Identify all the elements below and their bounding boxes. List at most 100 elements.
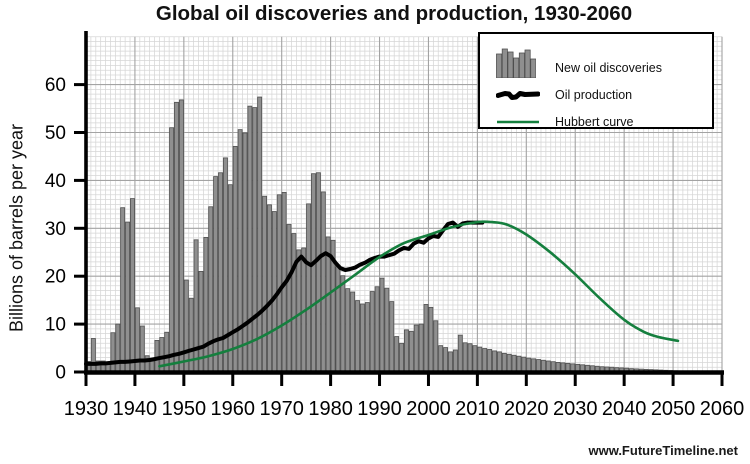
discovery-bar — [296, 249, 302, 373]
discovery-bar — [130, 198, 135, 373]
discovery-bar — [306, 203, 312, 373]
discovery-bar — [115, 323, 121, 373]
discovery-bar — [462, 342, 468, 373]
discovery-bar — [374, 286, 380, 373]
discovery-bar — [154, 339, 160, 373]
discovery-bar — [355, 300, 360, 373]
discovery-bar — [482, 348, 488, 373]
y-tick-label: 20 — [45, 267, 66, 288]
discovery-bar — [242, 132, 248, 373]
x-tick-label: 1970 — [259, 398, 304, 420]
discovery-bar — [232, 145, 238, 373]
discovery-bar — [120, 207, 126, 373]
discovery-bar — [174, 101, 179, 373]
discoveries-bars-icon — [496, 48, 540, 78]
discovery-bar — [139, 325, 145, 373]
discovery-bar — [394, 336, 400, 373]
discovery-bar — [364, 302, 370, 373]
discovery-bar — [252, 107, 258, 373]
discovery-bar — [448, 351, 453, 373]
chart-title: Global oil discoveries and production, 1… — [155, 2, 633, 25]
discovery-bar — [443, 347, 449, 373]
y-tick-label: 50 — [45, 123, 66, 144]
x-tick-label: 1930 — [64, 398, 109, 420]
discovery-bar — [472, 345, 478, 373]
discovery-bar — [521, 356, 527, 373]
discovery-bar — [262, 195, 268, 373]
y-tick-label: 40 — [45, 171, 66, 192]
discovery-bar — [178, 99, 184, 373]
x-tick-label: 1950 — [162, 398, 207, 420]
discovery-bar — [110, 332, 116, 373]
discovery-bar — [222, 157, 228, 373]
discovery-bar — [379, 277, 385, 373]
discovery-bar — [193, 239, 199, 373]
discovery-bar — [438, 345, 444, 373]
discovery-bar — [291, 233, 297, 373]
discovery-bar — [536, 359, 541, 373]
discovery-bar — [467, 343, 473, 373]
discovery-bar — [511, 354, 517, 373]
discovery-bar — [506, 353, 512, 373]
discovery-bar — [369, 291, 375, 373]
y-tick-label: 30 — [45, 219, 66, 240]
discovery-bar — [276, 194, 282, 373]
x-tick-label: 1940 — [113, 398, 158, 420]
discovery-bar — [492, 350, 497, 373]
discoveries-bars — [86, 96, 698, 373]
discovery-bar — [452, 349, 458, 373]
discovery-bar — [501, 352, 507, 373]
discovery-bar — [350, 291, 356, 373]
x-tick-label: 1990 — [357, 398, 402, 420]
legend-item-hubbert: Hubbert curve — [496, 110, 712, 134]
discovery-bar — [531, 358, 537, 373]
discovery-bar — [433, 320, 439, 373]
discovery-bar — [335, 266, 341, 373]
x-tick-label: 2050 — [651, 398, 696, 420]
discovery-bar — [315, 172, 321, 373]
x-tick-label: 2040 — [602, 398, 647, 420]
hubbert-line-icon — [496, 115, 540, 129]
discovery-bar — [477, 346, 483, 373]
x-tick-label: 1980 — [308, 398, 353, 420]
discovery-bar — [340, 275, 346, 373]
discovery-bar — [359, 303, 365, 373]
discovery-bar — [271, 211, 277, 373]
watermark: www.FutureTimeline.net — [588, 443, 738, 458]
x-tick-label: 2000 — [406, 398, 451, 420]
x-tick-label: 2020 — [504, 398, 549, 420]
production-line-icon — [496, 88, 540, 102]
y-tick-label: 10 — [45, 315, 66, 336]
discovery-bar — [183, 279, 189, 373]
axis-ticks — [74, 83, 724, 386]
discovery-bar — [408, 330, 414, 373]
discovery-bar — [125, 221, 131, 373]
hubbert-curve — [158, 220, 680, 368]
discovery-bar — [237, 129, 243, 373]
discovery-bar — [403, 329, 409, 373]
discovery-bar — [203, 236, 209, 373]
discovery-bar — [257, 96, 263, 373]
legend-item-production: Oil production — [496, 81, 712, 109]
discovery-bar — [218, 172, 223, 373]
discovery-bar — [320, 191, 326, 373]
discovery-bar — [227, 184, 233, 373]
y-tick-label: 60 — [45, 75, 66, 96]
discovery-bar — [423, 304, 429, 373]
discovery-bar — [428, 306, 434, 373]
discovery-bar — [389, 301, 395, 373]
discovery-bar — [526, 357, 532, 373]
discovery-bar — [90, 338, 96, 373]
discovery-bar — [311, 173, 316, 373]
discovery-bar — [169, 127, 175, 373]
discovery-bar — [247, 105, 253, 373]
legend-label-discoveries: New oil discoveries — [555, 61, 662, 75]
production-line — [84, 220, 485, 366]
discovery-bar — [496, 351, 502, 373]
x-tick-label: 1960 — [211, 398, 256, 420]
discovery-bar — [540, 359, 546, 373]
discovery-bar — [208, 206, 214, 373]
legend: New oil discoveries Oil production Hubbe… — [478, 32, 714, 129]
discovery-bar — [267, 204, 272, 373]
